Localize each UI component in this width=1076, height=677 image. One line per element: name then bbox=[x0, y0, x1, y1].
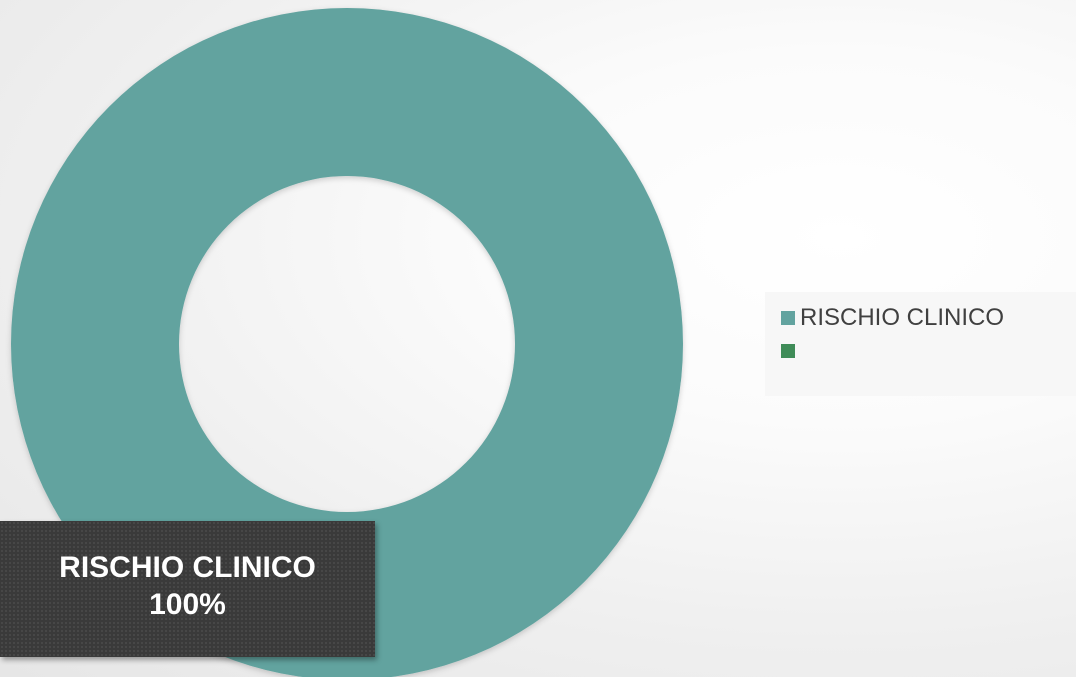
legend-label-rischio-clinico: RISCHIO CLINICO bbox=[800, 303, 1005, 331]
slice-rischio-clinico[interactable] bbox=[11, 8, 683, 677]
data-label-callout: RISCHIO CLINICO 100% bbox=[0, 521, 375, 657]
data-label-value: 100% bbox=[149, 588, 226, 621]
legend-swatch-rischio-clinico bbox=[781, 310, 795, 325]
legend-swatch-second bbox=[781, 343, 795, 358]
chart-legend: RISCHIO CLINICO bbox=[765, 292, 1076, 396]
legend-entry-rischio-clinico[interactable]: RISCHIO CLINICO bbox=[781, 302, 1076, 333]
legend-entry-second[interactable] bbox=[781, 335, 1076, 366]
data-label-category: RISCHIO CLINICO bbox=[59, 551, 316, 584]
